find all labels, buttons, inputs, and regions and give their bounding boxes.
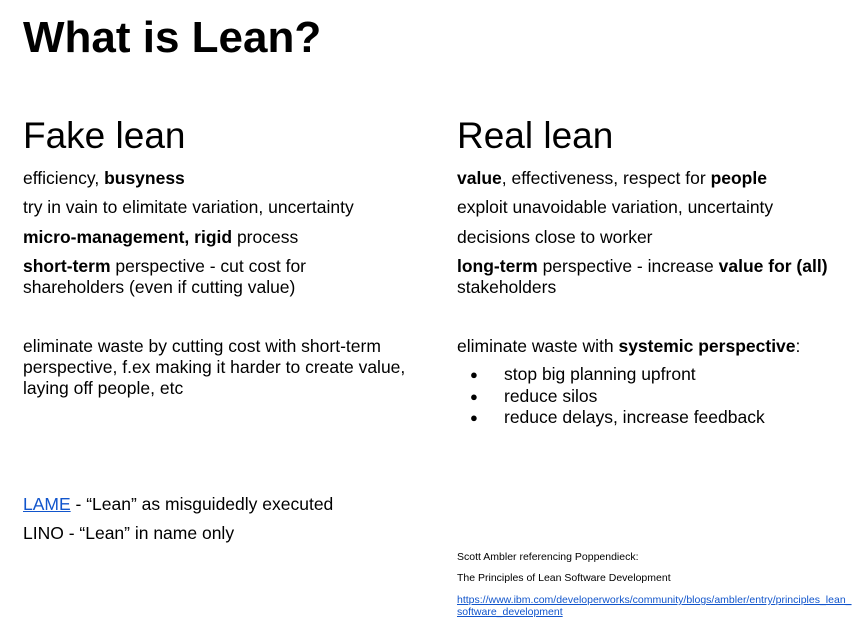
slide-title: What is Lean? — [23, 13, 322, 62]
real-variation-line: exploit unavoidable variation, uncertain… — [457, 197, 774, 217]
real-waste-bullets: stop big planning upfront reduce silos r… — [457, 364, 765, 429]
lame-line: LAME - “Lean” as misguidedly executed — [23, 494, 333, 515]
fake-variation-line: try in vain to elimitate variation, unce… — [23, 197, 354, 217]
bullet-item: reduce delays, increase feedback — [457, 407, 765, 429]
bullet-item: stop big planning upfront — [457, 364, 765, 386]
fake-efficiency-line: efficiency, busyness — [23, 168, 185, 189]
real-waste-text: eliminate waste with — [457, 336, 619, 356]
bullet-item: reduce silos — [457, 386, 765, 408]
real-lean-heading: Real lean — [457, 115, 614, 156]
fake-process-text: process — [232, 227, 299, 247]
fake-lean-column: Fake lean — [23, 115, 423, 157]
real-value-line: value, effectiveness, respect for people — [457, 168, 767, 189]
fake-shareholders-text: perspective - cut cost for shareholders … — [23, 256, 307, 297]
fake-busyness-text: busyness — [104, 168, 185, 188]
real-colon-text: : — [795, 336, 801, 356]
real-decisions-line: decisions close to worker — [457, 227, 653, 247]
real-lean-column: Real lean — [457, 115, 847, 157]
lame-link[interactable]: LAME — [23, 494, 71, 514]
fake-micromanagement-text: micro-management, rigid — [23, 227, 233, 247]
real-longterm-line: long-term perspective - increase value f… — [457, 256, 852, 298]
fake-shortterm-text: short-term — [23, 256, 111, 276]
real-increase-text: perspective - increase — [537, 256, 719, 276]
real-waste-line: eliminate waste with systemic perspectiv… — [457, 336, 800, 357]
real-value-for-all-text: value for (all) — [718, 256, 828, 276]
real-stakeholders-text: stakeholders — [457, 277, 557, 297]
fake-efficiency-text: efficiency, — [23, 168, 105, 188]
fake-management-line: micro-management, rigid process — [23, 227, 298, 248]
real-value-text: value — [457, 168, 502, 188]
real-systemic-text: systemic perspective — [618, 336, 796, 356]
fake-waste-paragraph: eliminate waste by cutting cost with sho… — [23, 336, 406, 398]
fake-shortterm-line: short-term perspective - cut cost for sh… — [23, 256, 353, 298]
reference-author: Scott Ambler referencing Poppendieck: — [457, 551, 639, 563]
reference-url-link[interactable]: https://www.ibm.com/developerworks/commu… — [457, 594, 852, 618]
real-people-text: people — [710, 168, 767, 188]
lino-line: LINO - “Lean” in name only — [23, 523, 235, 543]
fake-lean-heading: Fake lean — [23, 115, 186, 156]
lame-text: - “Lean” as misguidedly executed — [70, 494, 334, 514]
reference-book: The Principles of Lean Software Developm… — [457, 572, 671, 584]
real-effectiveness-text: , effectiveness, respect for — [501, 168, 711, 188]
real-longterm-text: long-term — [457, 256, 538, 276]
